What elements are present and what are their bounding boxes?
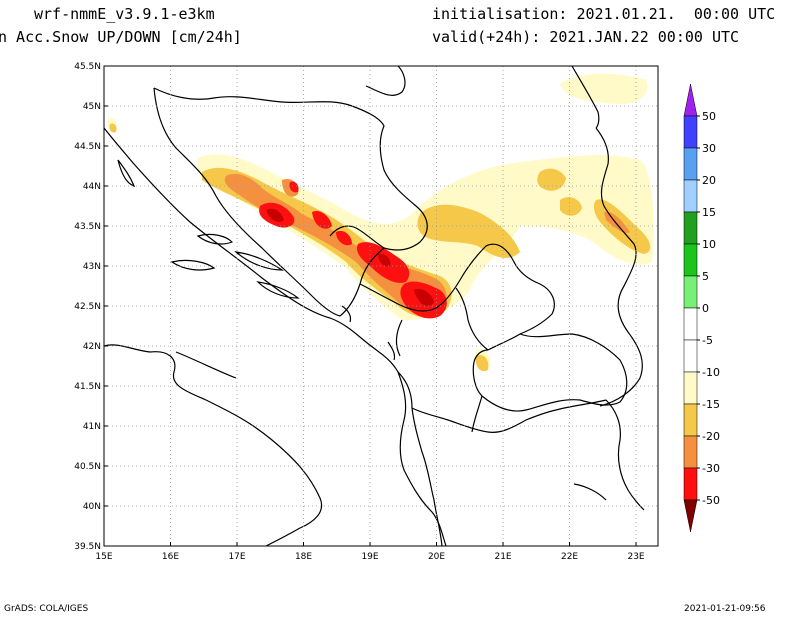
lon-tick-label: 23E — [627, 552, 644, 562]
lon-tick-label: 22E — [561, 552, 578, 562]
lat-tick-label: 45.5N — [74, 62, 101, 72]
colorbar-segment — [683, 307, 698, 341]
colorbar-label: -50 — [702, 494, 720, 507]
colorbar-label: 15 — [702, 206, 716, 219]
lat-tick-label: 42N — [83, 342, 101, 352]
lat-tick-label: 43.5N — [74, 222, 101, 232]
colorbar-segment — [683, 339, 698, 373]
credit-label: GrADS: COLA/IGES — [4, 604, 89, 614]
lat-tick-label: 45N — [83, 102, 101, 112]
colorbar-segment — [683, 275, 698, 309]
colorbar-segment — [683, 371, 698, 405]
lat-tick-label: 43N — [83, 262, 101, 272]
init-time: initialisation: 2021.01.21. 00:00 UTC — [432, 5, 776, 23]
model-title: wrf-nmmE_v3.9.1-e3km — [34, 5, 215, 23]
colorbar-label: 50 — [702, 110, 716, 123]
colorbar-segment — [683, 243, 698, 277]
lon-tick-label: 17E — [228, 552, 245, 562]
snow-band-m30 — [266, 208, 434, 306]
lon-tick-label: 16E — [162, 552, 179, 562]
timestamp-label: 2021-01-21-09:56 — [684, 604, 766, 614]
lon-tick-label: 18E — [295, 552, 312, 562]
colorbar-segment — [683, 115, 698, 149]
colorbar-segment — [683, 467, 698, 501]
colorbar-label: -10 — [702, 366, 720, 379]
colorbar-label: -30 — [702, 462, 720, 475]
lat-tick-label: 41N — [83, 422, 101, 432]
coastlines-borders — [104, 66, 645, 546]
lon-axis: 15E 16E 17E 18E 19E 20E 21E 22E 23E — [95, 542, 645, 562]
colorbar-label: 20 — [702, 174, 716, 187]
lon-tick-label: 19E — [361, 552, 378, 562]
lat-tick-label: 44.5N — [74, 142, 101, 152]
lat-tick-label: 41.5N — [74, 382, 101, 392]
lat-axis: 45.5N 45N 44.5N 44N 43.5N 43N 42.5N 42N 41.5N 41N… — [74, 62, 108, 552]
colorbar-label: 30 — [702, 142, 716, 155]
valid-time: valid(+24h): 2021.JAN.22 00:00 UTC — [432, 28, 740, 46]
lon-tick-label: 20E — [428, 552, 445, 562]
snow-field — [107, 73, 654, 372]
colorbar-label: 0 — [702, 302, 709, 315]
lat-tick-label: 40N — [83, 502, 101, 512]
colorbar-segment — [683, 435, 698, 469]
lat-tick-label: 40.5N — [74, 462, 101, 472]
lon-tick-label: 15E — [95, 552, 112, 562]
lat-tick-label: 44N — [83, 182, 101, 192]
colorbar-label: -5 — [702, 334, 713, 347]
colorbar-segment — [683, 179, 698, 213]
colorbar-segment — [683, 403, 698, 437]
colorbar-label: 5 — [702, 270, 709, 283]
colorbar-arrow-bottom — [683, 499, 698, 533]
colorbar-segment — [683, 147, 698, 181]
variable-title: n Acc.Snow UP/DOWN [cm/24h] — [0, 28, 242, 46]
map-grid — [104, 66, 658, 546]
colorbar-label: 10 — [702, 238, 716, 251]
lat-tick-label: 39.5N — [74, 542, 101, 552]
lon-tick-label: 21E — [494, 552, 511, 562]
colorbar-label: -15 — [702, 398, 720, 411]
colorbar-segment — [683, 211, 698, 245]
lat-tick-label: 42.5N — [74, 302, 101, 312]
colorbar-label: -20 — [702, 430, 720, 443]
colorbar-arrow-top — [683, 83, 698, 117]
